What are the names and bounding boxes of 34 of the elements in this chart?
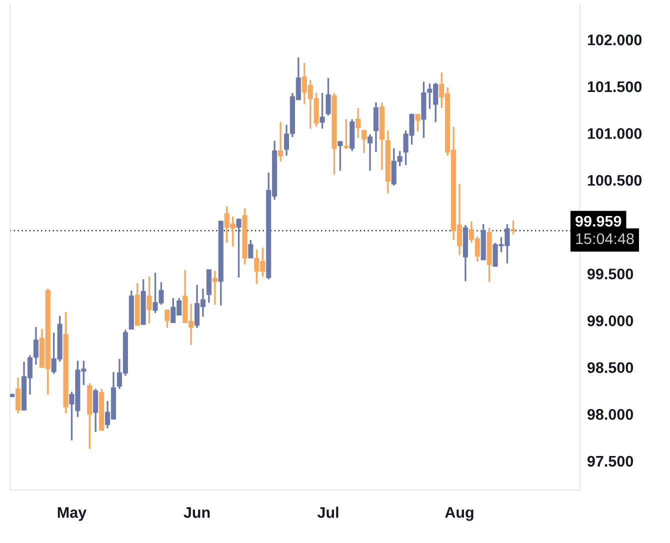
y-tick-label: 98.000 bbox=[587, 409, 634, 420]
candlestick bbox=[146, 276, 152, 324]
y-tick-label: 99.000 bbox=[587, 315, 634, 326]
candlestick bbox=[344, 118, 349, 150]
ref-line-label: 99.959 bbox=[576, 216, 622, 227]
candlestick bbox=[373, 102, 379, 153]
y-tick-label: 97.500 bbox=[587, 456, 634, 467]
candlestick bbox=[362, 130, 367, 154]
candlestick bbox=[415, 114, 420, 132]
candlestick bbox=[33, 326, 38, 366]
x-tick-label: Aug bbox=[445, 507, 474, 521]
y-tick-label: 102.000 bbox=[588, 34, 642, 46]
candlestick bbox=[236, 218, 242, 278]
candlestick bbox=[16, 376, 21, 414]
y-tick-label: 101.000 bbox=[588, 128, 642, 139]
candlestick bbox=[338, 140, 343, 172]
y-tick-label: 101.500 bbox=[588, 81, 642, 92]
y-tick-label: 99.500 bbox=[587, 268, 634, 280]
candlestick bbox=[278, 121, 284, 162]
x-tick-label: Jun bbox=[184, 507, 210, 518]
candlestick bbox=[164, 309, 170, 329]
candlestick bbox=[320, 92, 325, 130]
candlestick bbox=[326, 77, 331, 116]
y-tick-label: 98.500 bbox=[587, 362, 634, 374]
candlestick bbox=[93, 388, 98, 433]
x-tick-label: May bbox=[58, 507, 87, 521]
y-tick-label: 100.500 bbox=[588, 174, 642, 186]
candlestick bbox=[367, 133, 373, 172]
candlestick bbox=[212, 270, 218, 306]
text: 15:04:48 bbox=[576, 233, 634, 244]
candlestick bbox=[248, 239, 254, 259]
x-tick-label: Jul bbox=[317, 506, 338, 518]
candlestick bbox=[510, 220, 516, 236]
candlestick bbox=[356, 107, 361, 139]
